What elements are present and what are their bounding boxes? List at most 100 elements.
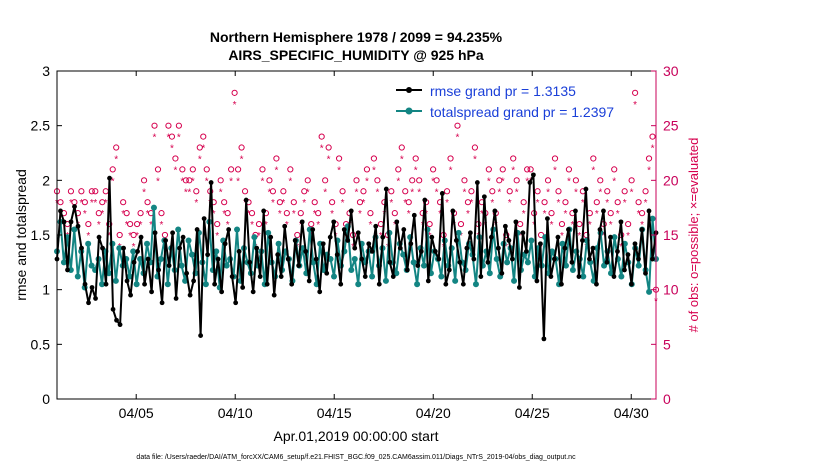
rmse-point: [334, 252, 340, 258]
rmse-point: [587, 256, 592, 262]
rmse-point: [453, 238, 459, 243]
rmse-point: [432, 249, 438, 254]
rmse-point: [534, 278, 540, 284]
rmse-point: [121, 245, 126, 251]
obs-evaluated-point: *: [463, 187, 467, 198]
spread-point: [400, 251, 407, 258]
spread-point: [549, 248, 556, 255]
spread-point: [511, 277, 518, 284]
obs-evaluated-point: *: [560, 231, 564, 242]
spread-point: [569, 266, 576, 273]
obs-evaluated-point: *: [79, 198, 83, 209]
legend-spread-marker: [405, 107, 413, 115]
rmse-point: [257, 274, 263, 279]
obs-possible-point: [273, 155, 280, 162]
obs-evaluated-point: *: [69, 198, 73, 209]
rmse-point: [331, 219, 337, 225]
obs-possible-point: [311, 199, 318, 206]
obs-possible-point: [416, 177, 423, 184]
obs-possible-point: [276, 199, 283, 206]
spread-point: [504, 259, 511, 266]
rmse-point: [170, 230, 175, 236]
obs-possible-point: [551, 155, 559, 162]
obs-possible-point: [534, 188, 541, 195]
obs-evaluated-point: *: [647, 165, 651, 176]
spread-point: [348, 266, 355, 273]
spread-point: [452, 277, 459, 284]
y-right-tick-label: 15: [663, 227, 679, 243]
obs-possible-point: [301, 188, 308, 195]
rmse-point: [408, 241, 414, 247]
rmse-point: [422, 197, 428, 203]
rmse-point: [555, 234, 561, 240]
rmse-point: [100, 245, 105, 251]
rmse-point: [96, 234, 102, 240]
rmse-point: [415, 263, 421, 269]
rmse-point: [163, 238, 168, 243]
rmse-point: [86, 300, 91, 306]
rmse-point: [625, 252, 631, 258]
rmse-point: [601, 208, 606, 214]
obs-evaluated-point: *: [598, 187, 602, 198]
rmse-point: [254, 245, 260, 251]
obs-evaluated-point: *: [358, 209, 362, 220]
obs-possible-point: [99, 199, 106, 206]
obs-evaluated-point: *: [292, 209, 296, 220]
spread-point: [455, 229, 462, 236]
obs-evaluated-point: *: [396, 176, 400, 187]
obs-possible-point: [370, 155, 378, 162]
rmse-point: [82, 281, 88, 287]
spread-point: [438, 273, 445, 280]
obs-evaluated-point: *: [403, 198, 407, 209]
obs-evaluated-point: *: [564, 209, 568, 220]
rmse-point: [471, 256, 477, 262]
rmse-point: [509, 256, 515, 262]
rmse-point: [292, 238, 298, 243]
obs-evaluated-point: *: [191, 176, 195, 187]
rmse-point: [72, 204, 77, 209]
rmse-point: [243, 197, 249, 203]
obs-evaluated-point: *: [104, 198, 108, 209]
obs-evaluated-point: *: [128, 231, 132, 242]
obs-possible-point: [405, 199, 412, 206]
rmse-point: [142, 281, 147, 287]
rmse-point: [562, 245, 568, 251]
obs-possible-point: [294, 231, 301, 239]
spread-point: [234, 226, 241, 233]
obs-evaluated-point: *: [97, 220, 101, 231]
spread-point: [528, 237, 535, 244]
rmse-point: [240, 285, 246, 290]
spread-point: [611, 234, 618, 241]
rmse-point: [268, 234, 274, 240]
obs-possible-point: [555, 188, 562, 195]
spread-point: [130, 248, 137, 255]
obs-evaluated-point: *: [355, 187, 359, 198]
obs-possible-point: [454, 122, 461, 129]
rmse-point: [89, 285, 95, 290]
rmse-point: [460, 281, 466, 287]
obs-evaluated-point: *: [267, 187, 271, 198]
rmse-point: [597, 227, 603, 232]
obs-possible-point: [81, 199, 88, 206]
rmse-point: [58, 208, 63, 214]
obs-evaluated-point: *: [288, 176, 292, 187]
rmse-point: [450, 208, 456, 214]
obs-evaluated-point: *: [170, 144, 174, 155]
obs-evaluated-point: *: [306, 187, 310, 198]
obs-possible-point: [520, 199, 527, 206]
obs-possible-point: [182, 177, 189, 184]
rmse-point: [275, 252, 281, 258]
rmse-point: [478, 274, 484, 279]
rmse-point: [177, 245, 183, 251]
obs-possible-point: [517, 220, 524, 228]
spread-point: [126, 273, 133, 280]
obs-evaluated-point: *: [469, 198, 473, 209]
legend-rmse-label: rmse grand pr = 1.3135: [430, 83, 576, 99]
obs-possible-point: [628, 177, 635, 184]
obs-possible-point: [92, 188, 99, 195]
obs-possible-point: [88, 188, 95, 195]
rmse-point: [383, 186, 389, 192]
obs-evaluated-point: *: [515, 187, 519, 198]
rmse-point: [439, 191, 445, 196]
obs-evaluated-point: *: [445, 198, 449, 209]
